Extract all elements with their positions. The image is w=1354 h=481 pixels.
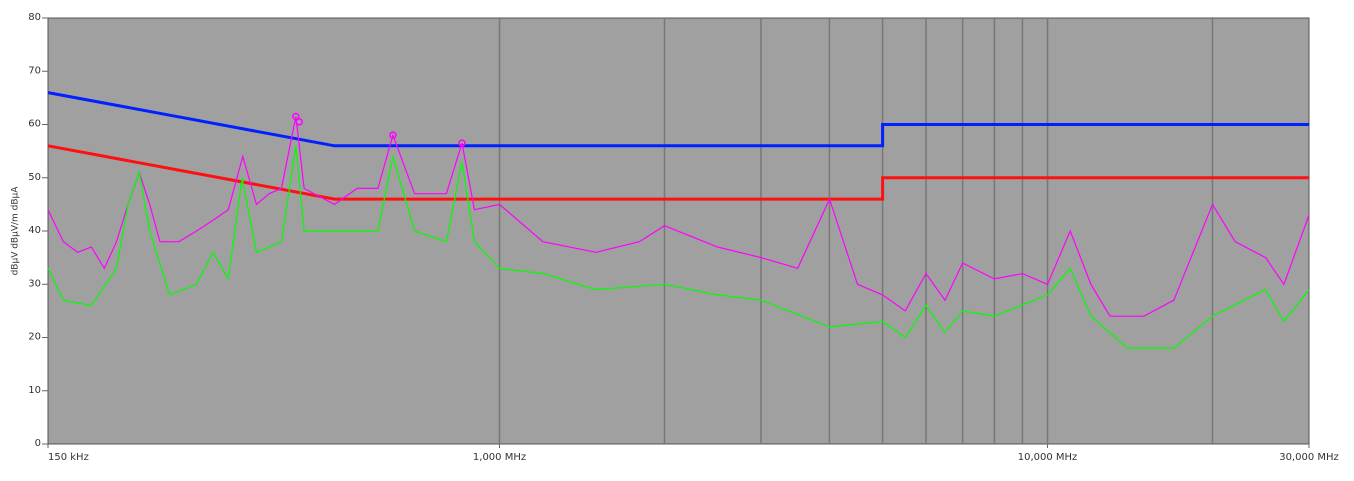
- x-tick-label: 30,000 MHz: [1279, 452, 1339, 463]
- y-tick-label: 20: [28, 332, 41, 343]
- y-tick-label: 70: [28, 65, 41, 76]
- y-tick-label: 10: [28, 385, 41, 396]
- y-axis-label: dBµV dBµV/m dBµA: [11, 186, 21, 276]
- peak-marker: [292, 112, 300, 121]
- x-tick-label: 150 kHz: [48, 452, 89, 463]
- peak-marker: [389, 131, 397, 139]
- y-tick-label: 80: [28, 12, 41, 23]
- peak-marker: [458, 139, 466, 147]
- y-tick-label: 0: [35, 438, 41, 449]
- y-tick-label: 40: [28, 225, 41, 236]
- y-tick-label: 30: [28, 278, 41, 289]
- series-line: [47, 145, 1310, 349]
- y-tick-label: 50: [28, 172, 41, 183]
- y-tick-label: 60: [28, 119, 41, 130]
- series-line: [47, 91, 1309, 148]
- series-line: [47, 116, 1310, 317]
- x-tick-label: 1,000 MHz: [473, 452, 526, 463]
- peak-marker: [295, 118, 303, 126]
- series-line: [47, 144, 1309, 201]
- x-tick-label: 10,000 MHz: [1018, 452, 1078, 463]
